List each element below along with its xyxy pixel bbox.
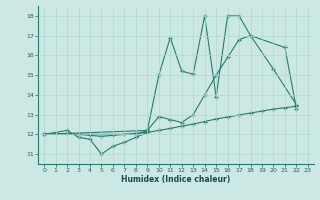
X-axis label: Humidex (Indice chaleur): Humidex (Indice chaleur) bbox=[121, 175, 231, 184]
